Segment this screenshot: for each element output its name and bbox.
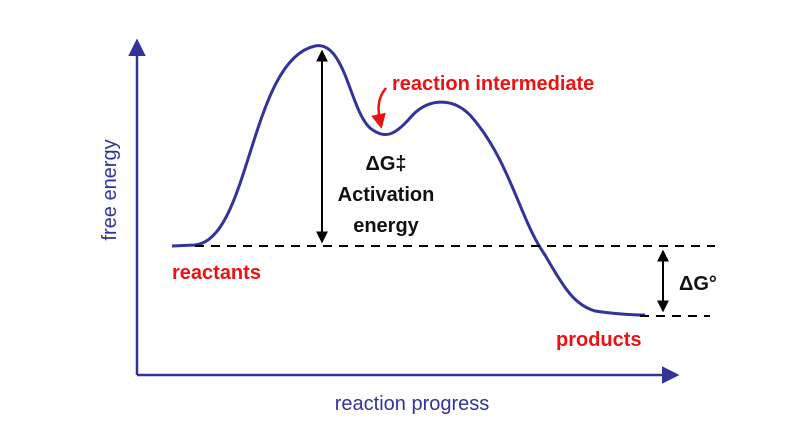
activation-label: Activation	[338, 184, 435, 206]
intermediate-label: reaction intermediate	[392, 73, 594, 95]
delta-g-label: ΔG°	[679, 273, 717, 295]
reactants-label: reactants	[172, 262, 261, 284]
intermediate-arrow	[371, 87, 387, 129]
activation-label: energy	[353, 215, 419, 237]
products-label: products	[556, 329, 642, 351]
y-axis-label: free energy	[99, 139, 121, 240]
activation-symbol: ΔG‡	[365, 153, 406, 175]
energy-curve	[171, 44, 646, 317]
x-axis-label: reaction progress	[335, 393, 490, 415]
